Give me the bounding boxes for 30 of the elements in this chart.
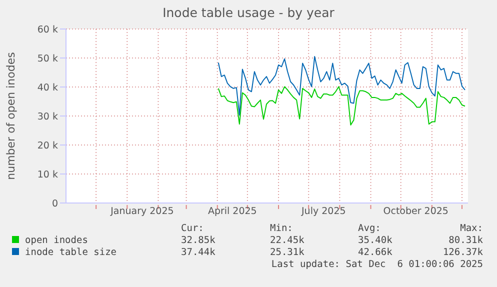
text: 22.45k <box>270 235 304 246</box>
legend-label: inode table size <box>24 247 117 258</box>
y-tick-label: 40 k <box>37 82 58 94</box>
text: 80.31k <box>448 235 483 246</box>
y-tick-label: 10 k <box>37 169 58 180</box>
y-tick-label: 60 k <box>37 24 58 36</box>
y-axis-title: number of open inodes <box>4 52 18 180</box>
text: 42.66k <box>358 247 392 258</box>
text: 35.40k <box>358 235 392 246</box>
text: 126.37k <box>442 247 483 258</box>
y-tick-label: 50 k <box>37 53 58 64</box>
x-tick-label: October 2025 <box>383 206 448 217</box>
line-series <box>218 86 466 126</box>
text: Last update: Sat Dec 6 01:00:06 2025 <box>271 259 483 270</box>
line-series <box>218 56 466 116</box>
x-tick-label: January 2025 <box>110 206 174 217</box>
text: 25.31k <box>270 247 304 258</box>
chart-title: Inode table usage - by year <box>162 5 336 20</box>
text: 37.44k <box>181 247 216 258</box>
y-tick-label: 20 k <box>37 140 58 152</box>
y-tick-label: 0 <box>52 198 58 210</box>
y-tick-label: 30 k <box>37 111 58 122</box>
x-tick-label: July 2025 <box>302 206 346 217</box>
x-tick-label: April 2025 <box>208 206 257 217</box>
legend-label: open inodes <box>24 235 88 246</box>
text: Cur: <box>181 223 204 234</box>
text: Max: <box>460 223 483 234</box>
text: 32.85k <box>181 235 216 246</box>
text: Avg: <box>358 223 381 234</box>
text: Min: <box>270 223 293 234</box>
